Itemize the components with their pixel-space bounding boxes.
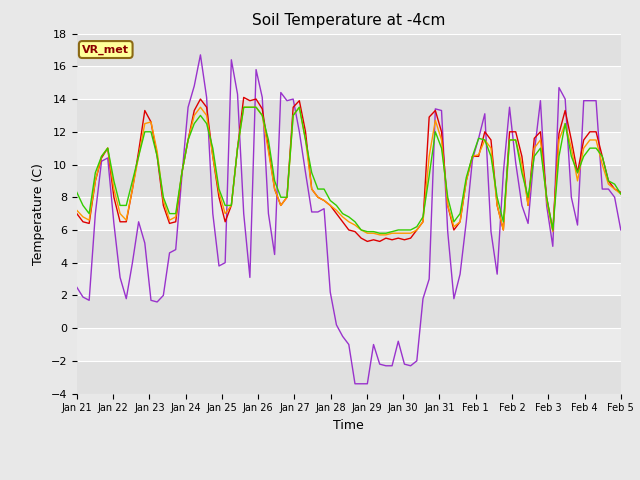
Bar: [77, 328, 621, 361]
Bar: [77, 165, 621, 197]
Bar: [77, 99, 621, 132]
Bar: [77, 66, 621, 99]
Title: Soil Temperature at -4cm: Soil Temperature at -4cm: [252, 13, 445, 28]
Bar: [77, 295, 621, 328]
Text: VR_met: VR_met: [82, 44, 129, 55]
Bar: [77, 361, 621, 394]
Y-axis label: Temperature (C): Temperature (C): [32, 163, 45, 264]
Bar: [77, 197, 621, 230]
Bar: [77, 230, 621, 263]
Legend: Tair, Tsoil set 1, Tsoil set 2, Tsoil set 3: Tair, Tsoil set 1, Tsoil set 2, Tsoil se…: [146, 477, 552, 480]
Bar: [77, 132, 621, 165]
Bar: [77, 34, 621, 66]
Bar: [77, 263, 621, 295]
X-axis label: Time: Time: [333, 419, 364, 432]
